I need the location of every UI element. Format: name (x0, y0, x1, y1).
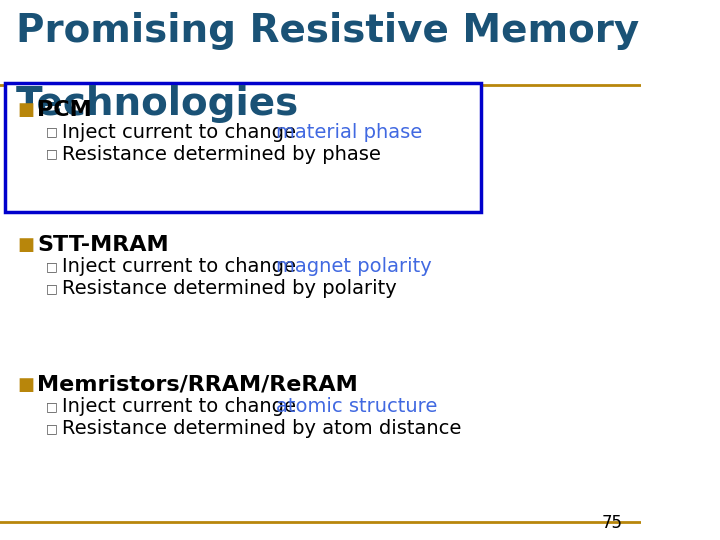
Text: material phase: material phase (276, 123, 423, 141)
Text: Technologies: Technologies (16, 85, 300, 123)
Text: Inject current to change: Inject current to change (63, 123, 302, 141)
Text: ■: ■ (18, 236, 35, 254)
Text: Resistance determined by polarity: Resistance determined by polarity (63, 280, 397, 299)
Text: Inject current to change: Inject current to change (63, 397, 302, 416)
Text: □: □ (46, 422, 58, 435)
Text: □: □ (46, 282, 58, 295)
Text: □: □ (46, 260, 58, 273)
Text: 75: 75 (602, 514, 623, 532)
Text: Memristors/RRAM/ReRAM: Memristors/RRAM/ReRAM (37, 375, 358, 395)
Text: □: □ (46, 147, 58, 160)
Text: Promising Resistive Memory: Promising Resistive Memory (16, 12, 639, 50)
Text: Resistance determined by atom distance: Resistance determined by atom distance (63, 420, 462, 438)
Text: PCM: PCM (37, 100, 92, 120)
Text: □: □ (46, 125, 58, 138)
FancyBboxPatch shape (5, 83, 481, 212)
Text: atomic structure: atomic structure (276, 397, 438, 416)
Text: ■: ■ (18, 376, 35, 394)
Text: Inject current to change: Inject current to change (63, 258, 302, 276)
Text: Resistance determined by phase: Resistance determined by phase (63, 145, 381, 164)
Text: ■: ■ (18, 101, 35, 119)
Text: □: □ (46, 401, 58, 414)
Text: magnet polarity: magnet polarity (276, 258, 432, 276)
Text: STT-MRAM: STT-MRAM (37, 235, 169, 255)
